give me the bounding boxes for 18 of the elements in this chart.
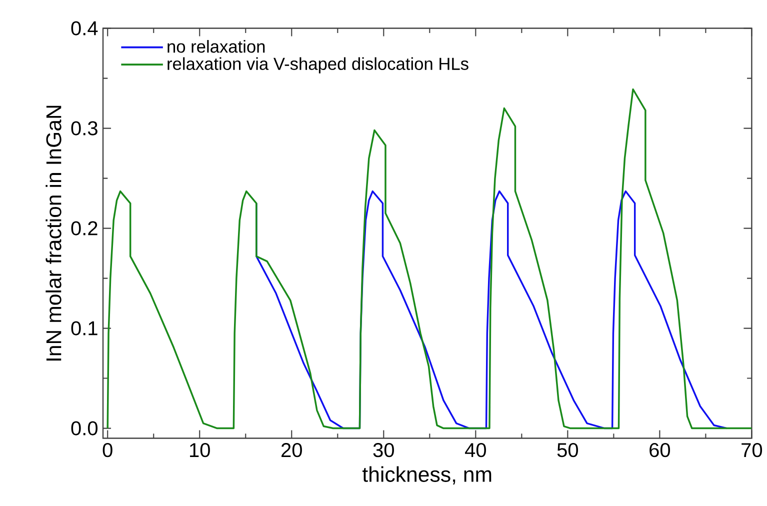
x-tick-label: 40 [465, 442, 486, 458]
y-tick-label: 0.2 [71, 221, 98, 236]
y-tick-label: 0.4 [71, 21, 98, 36]
legend-label: no relaxation [168, 40, 265, 53]
line-series [106, 88, 752, 430]
x-tick-label: 50 [557, 442, 578, 458]
x-tick-label: 30 [373, 442, 394, 458]
x-tick-label: 0 [102, 442, 112, 458]
x-tick-label: 60 [650, 442, 670, 458]
y-tick-label: 0.1 [71, 321, 98, 336]
y-tick-label: 0.0 [71, 421, 98, 436]
x-tick-label: 20 [282, 442, 302, 458]
x-tick-label: 70 [742, 442, 762, 458]
x-tick-label: 10 [190, 442, 210, 458]
y-tick-label: 0.3 [71, 121, 98, 136]
y-axis-title: InN molar fraction in InGaN [46, 106, 62, 361]
x-axis-title: thickness, nm [362, 466, 492, 484]
legend-label: relaxation via V-shaped dislocation HLs [168, 57, 468, 74]
